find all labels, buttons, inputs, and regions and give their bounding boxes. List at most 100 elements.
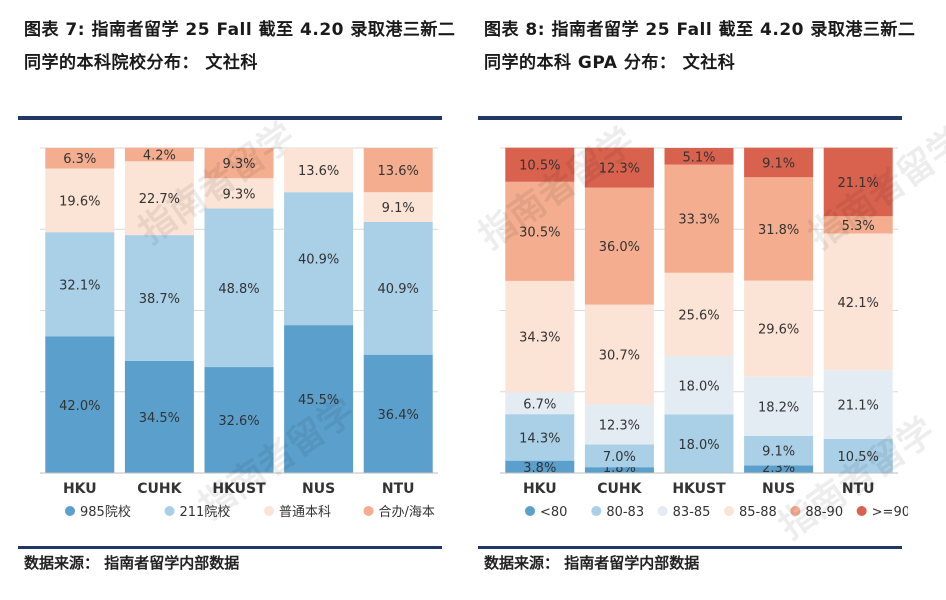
bar-segment (124, 161, 194, 236)
data-label: 31.8% (758, 223, 799, 238)
legend-marker (164, 506, 175, 516)
bar-segment (505, 392, 575, 415)
data-label: 30.7% (599, 349, 640, 364)
top-rule (478, 116, 902, 120)
legend-marker (591, 506, 602, 516)
bar-segment (505, 414, 575, 461)
bar-segment (505, 181, 575, 281)
legend-label: <80 (540, 505, 567, 520)
data-label: 18.0% (678, 379, 719, 394)
data-label: 9.3% (222, 157, 255, 172)
bar-segment (664, 164, 734, 273)
bar-segment (505, 147, 575, 182)
bar-segment (45, 168, 115, 233)
data-label: 21.1% (838, 399, 879, 414)
bar-segment (505, 280, 575, 393)
bar-segment (823, 147, 893, 217)
bar-segment (584, 444, 654, 468)
bar-segment (584, 304, 654, 405)
data-label: 36.0% (599, 240, 640, 255)
legend-label: 211院校 (180, 504, 231, 520)
data-label: 40.9% (298, 253, 339, 268)
legend-marker (363, 506, 374, 516)
data-label: 4.2% (143, 149, 176, 164)
bar-segment (744, 177, 814, 281)
chart-panel-left: 图表 7: 指南者留学 25 Fall 截至 4.20 录取港三新二同学的本科院… (18, 0, 471, 600)
x-tick-label: HKUST (672, 481, 726, 497)
legend-label: 80-83 (606, 505, 644, 520)
bar-segment (744, 376, 814, 436)
legend-label: 85-88 (739, 505, 777, 520)
bar-segment (45, 148, 115, 169)
data-label: 5.3% (842, 219, 875, 234)
x-tick-label: NTU (382, 481, 415, 497)
legend-label: 合办/海本 (379, 505, 435, 520)
bar-segment (823, 216, 893, 234)
data-label: 25.6% (678, 308, 719, 323)
legend-marker (264, 506, 274, 516)
chart-title: 图表 7: 指南者留学 25 Fall 截至 4.20 录取港三新二同学的本科院… (24, 20, 456, 73)
bar-segment (823, 438, 893, 473)
data-label: 29.6% (758, 323, 799, 338)
legend-marker (65, 506, 75, 516)
data-label: 10.5% (838, 450, 879, 465)
data-label: 38.7% (139, 292, 180, 307)
bar-segment (584, 404, 654, 445)
data-label: 13.6% (378, 164, 419, 179)
legend-label: 83-85 (673, 505, 711, 520)
bar-segment (744, 280, 814, 377)
data-label: 40.9% (378, 282, 419, 297)
data-label: 32.1% (59, 278, 100, 293)
legend-label: 985院校 (80, 504, 131, 520)
data-label: 3.8% (523, 461, 556, 476)
x-tick-label: CUHK (597, 481, 642, 497)
data-label: 32.6% (218, 414, 259, 429)
stacked-bar-chart: 42.0% 32.1% 19.6% 6.3% HKU 34.5% 38.7% 22.7% 4.2… (40, 147, 438, 520)
bar-segment (204, 148, 274, 179)
bar-segment (823, 233, 893, 371)
data-label: 9.3% (222, 187, 255, 202)
stacked-bar-chart: 3.8%14.3%6.7%34.3%30.5%10.5%HKU1.8%7.0%1… (500, 147, 908, 520)
data-label: 14.3% (519, 431, 560, 446)
data-label: 30.5% (519, 225, 560, 240)
x-tick-label: HKUST (212, 481, 266, 497)
bar-segment (505, 460, 575, 473)
bottom-rule (18, 546, 442, 549)
bar-segment (45, 336, 115, 473)
data-label: 34.5% (139, 411, 180, 426)
legend-marker (657, 506, 668, 516)
data-label: 6.7% (523, 397, 556, 412)
data-label: 12.3% (599, 418, 640, 433)
data-label: 9.1% (382, 201, 415, 216)
x-tick-label: HKU (63, 481, 97, 497)
bar-segment (124, 235, 194, 361)
bar-segment (664, 272, 734, 356)
data-label: 5.1% (682, 150, 715, 165)
chart-title: 图表 8: 指南者留学 25 Fall 截至 4.20 录取港三新二同学的本科 … (484, 20, 916, 73)
bar-segment (45, 232, 115, 337)
legend-marker (790, 506, 801, 516)
x-tick-label: HKU (523, 481, 557, 497)
data-label: 9.1% (762, 156, 795, 171)
bar-segment (744, 147, 814, 178)
legend-label: 88-90 (805, 505, 843, 520)
data-label: 45.5% (298, 393, 339, 408)
data-label: 10.5% (519, 159, 560, 174)
bar-segment (664, 356, 734, 415)
data-label: 33.3% (678, 213, 719, 228)
data-label: 18.0% (678, 438, 719, 453)
data-label: 22.7% (139, 192, 180, 207)
x-tick-label: CUHK (137, 481, 182, 497)
bar-segment (124, 360, 194, 473)
bar-segment (284, 325, 354, 473)
data-label: 19.6% (59, 194, 100, 209)
data-source: 数据来源： 指南者留学内部数据 (24, 554, 240, 572)
data-label: 42.1% (838, 296, 879, 311)
data-label: 7.0% (603, 450, 636, 465)
bar-segment (823, 370, 893, 439)
bar-segment (204, 208, 274, 368)
legend-marker (525, 506, 535, 516)
x-tick-label: NUS (302, 481, 335, 497)
bar-segment (744, 465, 814, 473)
bar-segment (664, 148, 734, 165)
